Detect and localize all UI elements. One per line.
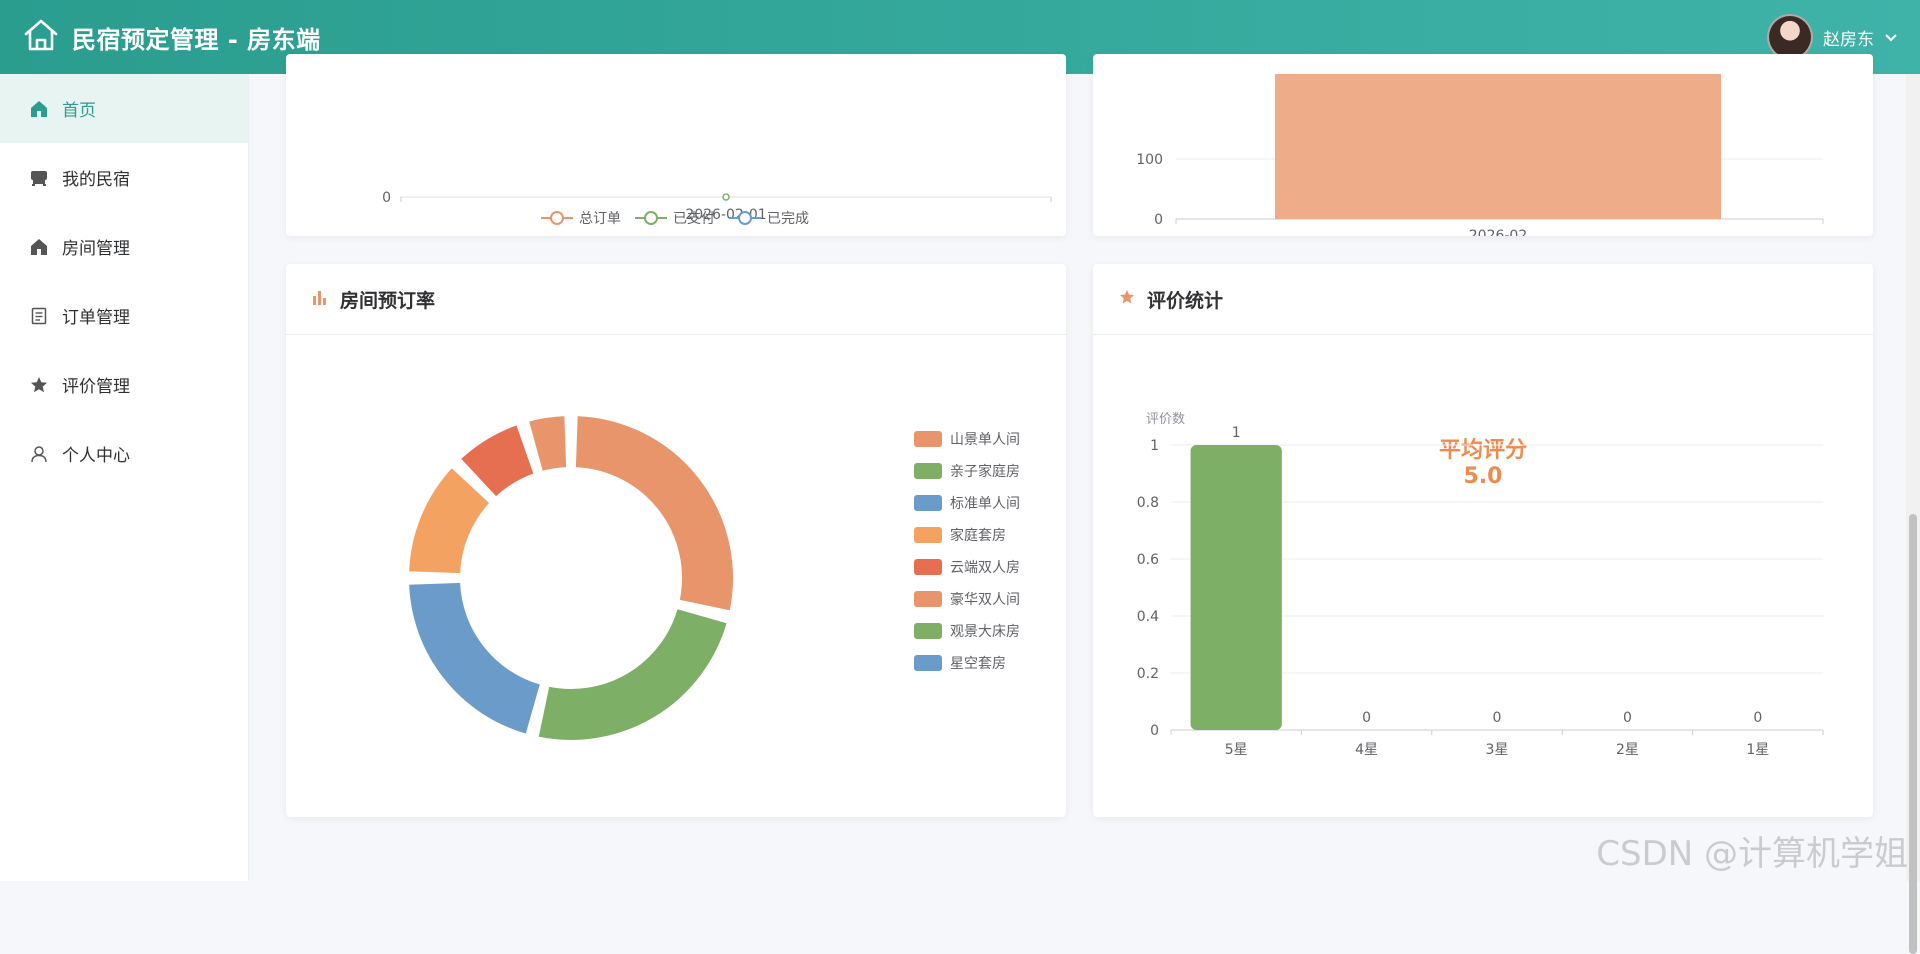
scrollbar[interactable] [1906,74,1920,881]
order-icon [30,307,48,325]
x-tick-label: 1星 [1746,742,1769,758]
y-tick-label: 0 [1154,212,1163,228]
legend-swatch[interactable] [914,431,942,447]
card-title: 评价统计 [1147,286,1223,313]
legend-label[interactable]: 标准单人间 [950,496,1020,512]
sidebar: 首页 我的民宿 房间管理 订单管理 评价管理 个人中心 [0,74,249,881]
order-trend-card: 0 2026-02-01 总订单 已支付 已完成 [286,54,1066,236]
data-point[interactable] [723,194,729,200]
average-score-label: 平均评分 [1439,437,1527,463]
sidebar-item-rooms[interactable]: 房间管理 [0,212,248,281]
legend-swatch[interactable] [914,559,942,575]
legend-label[interactable]: 家庭套房 [950,527,1006,544]
y-tick-label: 0.4 [1137,609,1159,625]
sidebar-item-label: 首页 [62,96,96,121]
home-icon [30,100,48,118]
y-tick-label: 0 [382,190,391,206]
bar-chart-icon [312,288,328,310]
legend-item-total[interactable]: 总订单 [541,208,621,228]
order-trend-legend: 总订单 已支付 已完成 [541,208,809,228]
legend-label[interactable]: 豪华双人间 [950,592,1020,608]
review-bar[interactable] [1191,445,1282,730]
sidebar-item-profile[interactable]: 个人中心 [0,419,248,488]
review-stats-card: 评价统计 平均评分 5.0 0 0.2 0.4 0.6 0.8 1 评价数 1 5星 0 4星 0 3星… [1093,264,1873,817]
pie-slice[interactable] [408,467,490,574]
sidebar-item-label: 评价管理 [62,372,130,397]
y-tick-label: 0.6 [1137,552,1159,568]
watermark: CSDN @计算机学姐 [1596,826,1908,875]
legend-swatch[interactable] [914,591,942,607]
revenue-bar[interactable] [1275,74,1721,219]
legend-item-paid[interactable]: 已支付 [635,208,715,228]
x-tick-label: 3星 [1486,742,1509,758]
y-tick-label: 0 [1150,723,1159,739]
legend-label[interactable]: 观景大床房 [950,624,1020,640]
user-icon [30,445,48,463]
room-icon [30,238,48,256]
review-bar-chart: 平均评分 5.0 0 0.2 0.4 0.6 0.8 1 评价数 1 5星 0 4星 0 3星 0 2星 0 1… [1093,335,1873,817]
revenue-chart: 100 0 2026-02 [1093,54,1873,236]
sidebar-item-label: 个人中心 [62,441,130,466]
star-icon [30,376,48,394]
pie-slice[interactable] [575,415,734,611]
house-icon [30,169,48,187]
x-tick-label: 4星 [1355,742,1378,758]
legend-label: 已完成 [767,208,809,228]
star-icon [1119,288,1135,310]
data-label: 0 [1753,710,1762,726]
y-tick-label: 0.8 [1137,495,1159,511]
y-tick-label: 100 [1136,152,1163,168]
x-tick-label: 2026-02 [1469,228,1528,236]
legend-swatch[interactable] [914,623,942,639]
average-score-value: 5.0 [1464,464,1503,489]
room-rate-card: 房间预订率 山景单人间亲子家庭房标准单人间家庭套房云端双人房豪华双人间观景大床房… [286,264,1066,817]
legend-label[interactable]: 亲子家庭房 [950,463,1020,480]
legend-label[interactable]: 星空套房 [950,656,1006,672]
sidebar-item-home[interactable]: 首页 [0,74,248,143]
chevron-down-icon [1884,28,1898,47]
y-tick-label: 0.2 [1137,666,1159,682]
sidebar-item-reviews[interactable]: 评价管理 [0,350,248,419]
x-tick-label: 2星 [1616,742,1639,758]
legend-item-completed[interactable]: 已完成 [729,208,809,228]
x-tick-label: 5星 [1225,742,1248,758]
legend-label[interactable]: 山景单人间 [950,432,1020,448]
legend-swatch[interactable] [914,527,942,543]
sidebar-item-label: 我的民宿 [62,165,130,190]
card-header: 评价统计 [1093,264,1873,335]
main-content: 0 2026-02-01 总订单 已支付 已完成 [248,74,1920,881]
card-title: 房间预订率 [340,286,435,313]
legend-label[interactable]: 云端双人房 [950,560,1020,576]
legend-swatch[interactable] [914,655,942,671]
pie-slice[interactable] [538,608,728,741]
data-label: 0 [1493,710,1502,726]
data-label: 0 [1362,710,1371,726]
legend-label: 总订单 [579,208,621,228]
legend-label: 已支付 [673,208,715,228]
pie-slice[interactable] [408,582,541,735]
sidebar-item-label: 房间管理 [62,234,130,259]
data-label: 1 [1232,425,1241,441]
card-header: 房间预订率 [286,264,1066,335]
data-label: 0 [1623,710,1632,726]
legend-swatch[interactable] [914,495,942,511]
sidebar-item-orders[interactable]: 订单管理 [0,281,248,350]
scrollbar-thumb[interactable] [1909,514,1917,954]
sidebar-item-label: 订单管理 [62,303,130,328]
app-title: 民宿预定管理 - 房东端 [72,20,321,55]
brand[interactable]: 民宿预定管理 - 房东端 [22,16,321,58]
pie-slice[interactable] [528,415,567,472]
legend-swatch[interactable] [914,463,942,479]
home-logo-icon [22,16,60,58]
user-name: 赵房东 [1823,25,1874,50]
sidebar-item-my-homestay[interactable]: 我的民宿 [0,143,248,212]
y-axis-label: 评价数 [1146,412,1185,427]
y-tick-label: 1 [1150,438,1159,454]
revenue-card: 100 0 2026-02 [1093,54,1873,236]
